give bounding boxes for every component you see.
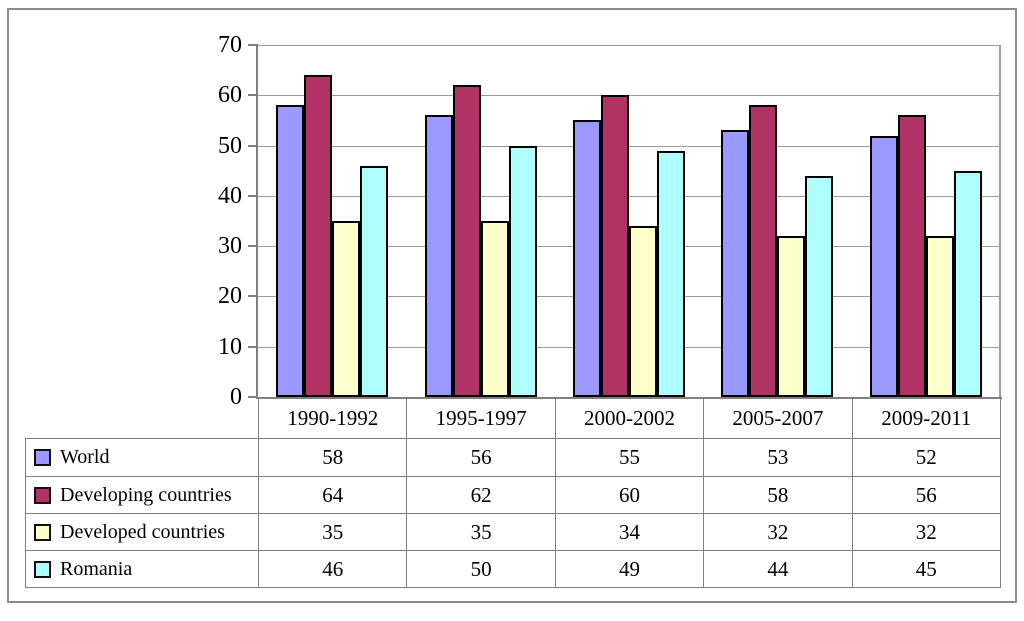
y-axis-label-70: 70 <box>218 32 242 58</box>
bar-developed-countries-2009-2011 <box>925 236 954 397</box>
value-cell-romania-1990-1992: 46 <box>258 550 407 587</box>
bar-romania-2009-2011 <box>953 170 982 397</box>
legend-label-cell-developed-countries: Developed countries <box>26 513 258 550</box>
value-cell-developing-countries-2005-2007: 58 <box>703 476 852 513</box>
value-cell-romania-2009-2011: 45 <box>851 550 1000 587</box>
x-axis-line <box>256 397 1002 399</box>
category-header-row: 1990-1992 1995-1997 2000-2002 2005-2007 2009… <box>258 399 1002 438</box>
legend-swatch-world <box>34 449 51 466</box>
category-header-cell-2005-2007: 2005-2007 <box>704 399 853 438</box>
y-tick-60 <box>248 94 258 97</box>
y-tick-20 <box>248 295 258 298</box>
bar-developed-countries-1990-1992 <box>332 221 361 397</box>
value-cell-developed-countries-2000-2002: 34 <box>554 513 704 550</box>
value-cell-world-1995-1997: 56 <box>406 439 554 476</box>
bar-world-1990-1992 <box>276 105 305 397</box>
bar-romania-2005-2007 <box>805 175 834 397</box>
legend-swatch-developed-countries <box>34 523 51 541</box>
y-axis-label-30: 30 <box>218 233 242 260</box>
y-axis-label-60: 60 <box>218 82 242 109</box>
bar-developing-countries-2009-2011 <box>897 115 926 397</box>
gridline-50 <box>258 145 1000 147</box>
value-cell-world-2005-2007: 53 <box>703 439 851 476</box>
legend-label-cell-romania: Romania <box>26 550 258 587</box>
y-axis-line <box>256 45 258 399</box>
legend-label-cell-world: World <box>26 439 258 476</box>
gridline-40 <box>258 195 1000 197</box>
y-axis-label-0: 0 <box>230 384 242 410</box>
bar-world-2005-2007 <box>721 130 750 397</box>
bar-romania-1990-1992 <box>360 165 389 397</box>
value-cell-romania-2000-2002: 49 <box>554 550 704 587</box>
y-axis-label-20: 20 <box>218 283 242 310</box>
y-tick-40 <box>248 194 258 197</box>
value-cell-developing-countries-2009-2011: 56 <box>851 476 1000 513</box>
legend-label: Developed countries <box>60 520 225 543</box>
gridline-70 <box>258 45 1000 46</box>
bar-world-1995-1997 <box>424 115 453 397</box>
bar-developing-countries-2005-2007 <box>749 105 778 397</box>
bar-developed-countries-1995-1997 <box>480 221 509 397</box>
bar-romania-2000-2002 <box>657 150 685 397</box>
legend-label: Developing countries <box>60 483 232 506</box>
legend-label: Romania <box>60 557 133 580</box>
chart-frame <box>7 8 1017 603</box>
value-cell-developing-countries-1990-1992: 64 <box>258 476 407 513</box>
bar-developing-countries-1995-1997 <box>452 85 481 397</box>
value-cell-romania-1995-1997: 50 <box>406 550 555 587</box>
y-axis-label-50: 50 <box>218 132 242 159</box>
legend-label-cell-developing-countries: Developing countries <box>26 476 258 513</box>
legend-swatch-romania <box>34 560 51 578</box>
bar-world-2000-2002 <box>573 120 601 397</box>
category-header-cell-1990-1992: 1990-1992 <box>259 399 408 438</box>
value-cell-romania-2005-2007: 44 <box>703 550 852 587</box>
value-cell-developing-countries-2000-2002: 60 <box>554 476 704 513</box>
value-cell-developing-countries-1995-1997: 62 <box>406 476 555 513</box>
bar-developing-countries-2000-2002 <box>601 95 629 397</box>
category-header-cell-1995-1997: 1995-1997 <box>407 399 556 438</box>
category-header-cell-2009-2011: 2009-2011 <box>853 399 1002 438</box>
y-tick-10 <box>248 345 258 348</box>
bar-developed-countries-2000-2002 <box>629 226 657 397</box>
bar-developed-countries-2005-2007 <box>777 236 806 397</box>
value-cell-developed-countries-1990-1992: 35 <box>258 513 407 550</box>
y-tick-30 <box>248 245 258 248</box>
legend-swatch-developing-countries <box>34 486 51 504</box>
y-axis-label-10: 10 <box>218 333 242 360</box>
value-cell-developed-countries-1995-1997: 35 <box>406 513 555 550</box>
value-cell-world-1990-1992: 58 <box>258 439 406 476</box>
plot-right-border <box>999 45 1001 397</box>
value-cell-world-2009-2011: 52 <box>851 439 1000 476</box>
bar-developing-countries-1990-1992 <box>304 75 333 397</box>
plot-area <box>258 45 1000 397</box>
category-header-cell-2000-2002: 2000-2002 <box>556 399 705 438</box>
y-axis-label-40: 40 <box>218 182 242 209</box>
gridline-60 <box>258 95 1000 97</box>
bar-world-2009-2011 <box>869 135 898 397</box>
value-cell-world-2000-2002: 55 <box>554 439 703 476</box>
value-cell-developed-countries-2009-2011: 32 <box>851 513 1000 550</box>
legend-label: World <box>60 446 110 468</box>
y-tick-0 <box>248 396 258 398</box>
bar-romania-1995-1997 <box>508 145 537 397</box>
value-cell-developed-countries-2005-2007: 32 <box>703 513 852 550</box>
y-tick-50 <box>248 144 258 147</box>
legend-table: World 58 56 55 53 52 Developing countries 64 62 6… <box>25 438 1001 588</box>
y-tick-70 <box>248 44 258 46</box>
